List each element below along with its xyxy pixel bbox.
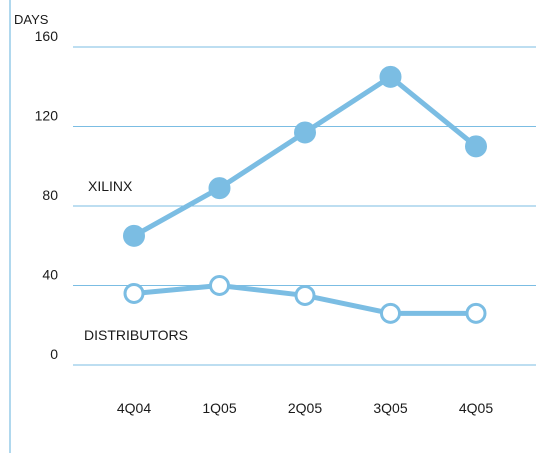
x-tick-label: 3Q05 <box>373 400 407 416</box>
series-lines <box>131 74 479 316</box>
data-point-0-4 <box>465 135 487 158</box>
data-point-1-0 <box>123 282 145 304</box>
x-tick-label: 1Q05 <box>202 400 236 416</box>
series-label-distributors: DISTRIBUTORS <box>84 327 188 343</box>
data-point-1-4 <box>465 302 487 324</box>
x-tick-label: 2Q05 <box>288 400 322 416</box>
data-point-1-1 <box>209 275 230 296</box>
series-line-0 <box>131 74 479 239</box>
x-tick-label: 4Q05 <box>459 400 493 416</box>
data-point-1-3 <box>380 302 401 324</box>
y-axis-unit-label: DAYS <box>14 12 49 27</box>
y-tick-label: 0 <box>50 346 58 362</box>
y-tick-label: 80 <box>42 187 58 203</box>
y-tick-labels: 0 40 80 120 160 <box>35 28 59 362</box>
series-label-xilinx: XILINX <box>88 178 133 194</box>
data-point-1-2 <box>294 284 316 306</box>
data-point-0-2 <box>294 121 316 144</box>
x-tick-labels: 4Q04 1Q05 2Q05 3Q05 4Q05 <box>117 400 493 416</box>
data-point-0-1 <box>208 177 231 200</box>
data-point-0-3 <box>379 65 402 88</box>
data-point-0-0 <box>123 224 145 247</box>
y-tick-label: 120 <box>35 108 59 124</box>
y-tick-label: 40 <box>42 267 58 283</box>
y-tick-label: 160 <box>35 28 59 44</box>
series-markers <box>123 65 487 324</box>
x-tick-label: 4Q04 <box>117 400 151 416</box>
